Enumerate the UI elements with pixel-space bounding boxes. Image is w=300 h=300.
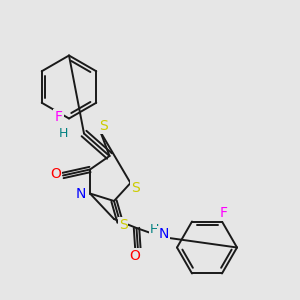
Text: O: O (50, 167, 61, 181)
Text: F: F (220, 206, 227, 220)
Text: S: S (99, 119, 108, 133)
Text: F: F (55, 110, 62, 124)
Text: S: S (118, 218, 127, 232)
Text: H: H (58, 127, 68, 140)
Text: S: S (130, 181, 140, 194)
Text: O: O (130, 250, 140, 263)
Text: N: N (158, 227, 169, 241)
Text: N: N (76, 187, 86, 200)
Text: H: H (150, 223, 159, 236)
